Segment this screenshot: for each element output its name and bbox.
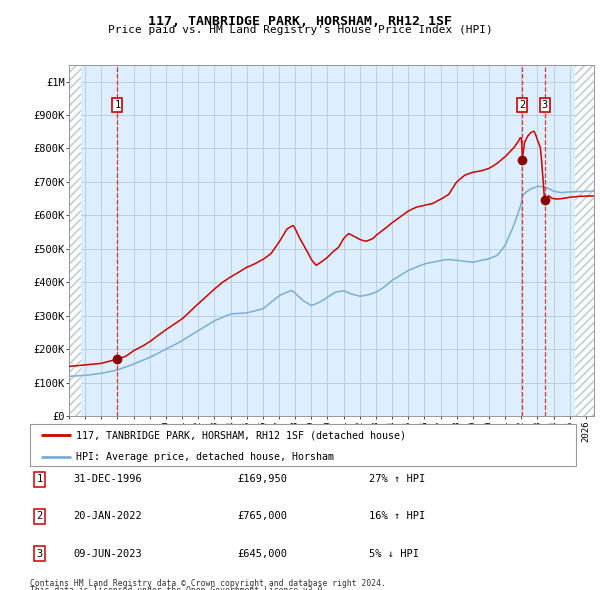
Text: 117, TANBRIDGE PARK, HORSHAM, RH12 1SF (detached house): 117, TANBRIDGE PARK, HORSHAM, RH12 1SF (… (76, 430, 406, 440)
Text: 20-JAN-2022: 20-JAN-2022 (74, 512, 142, 522)
Text: 5% ↓ HPI: 5% ↓ HPI (368, 549, 419, 559)
Text: 31-DEC-1996: 31-DEC-1996 (74, 474, 142, 484)
Text: 117, TANBRIDGE PARK, HORSHAM, RH12 1SF: 117, TANBRIDGE PARK, HORSHAM, RH12 1SF (148, 15, 452, 28)
FancyBboxPatch shape (30, 424, 576, 466)
Text: 2: 2 (37, 512, 43, 522)
Text: Contains HM Land Registry data © Crown copyright and database right 2024.: Contains HM Land Registry data © Crown c… (30, 579, 386, 588)
Text: Price paid vs. HM Land Registry's House Price Index (HPI): Price paid vs. HM Land Registry's House … (107, 25, 493, 35)
Text: 1: 1 (115, 100, 121, 110)
Text: £169,950: £169,950 (238, 474, 287, 484)
Text: HPI: Average price, detached house, Horsham: HPI: Average price, detached house, Hors… (76, 452, 334, 462)
Bar (69, 65, 81, 416)
Text: This data is licensed under the Open Government Licence v3.0.: This data is licensed under the Open Gov… (30, 586, 328, 590)
Bar (575, 65, 594, 416)
Text: £765,000: £765,000 (238, 512, 287, 522)
Text: 3: 3 (541, 100, 548, 110)
Text: 27% ↑ HPI: 27% ↑ HPI (368, 474, 425, 484)
Text: 09-JUN-2023: 09-JUN-2023 (74, 549, 142, 559)
Text: 3: 3 (37, 549, 43, 559)
Text: 16% ↑ HPI: 16% ↑ HPI (368, 512, 425, 522)
Text: 1: 1 (37, 474, 43, 484)
Text: £645,000: £645,000 (238, 549, 287, 559)
Text: 2: 2 (519, 100, 526, 110)
